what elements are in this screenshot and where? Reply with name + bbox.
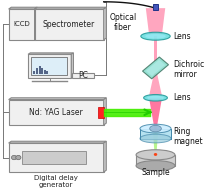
- Bar: [28, 54, 71, 78]
- Ellipse shape: [147, 96, 164, 100]
- Bar: [39, 66, 41, 74]
- Text: Optical
fiber: Optical fiber: [110, 13, 137, 32]
- Bar: [46, 71, 48, 74]
- Text: Ring
magnet: Ring magnet: [173, 127, 202, 146]
- Text: Digital delay
generator: Digital delay generator: [34, 175, 78, 188]
- Ellipse shape: [144, 94, 167, 101]
- Circle shape: [16, 155, 21, 160]
- Polygon shape: [149, 98, 162, 131]
- Text: Lens: Lens: [173, 93, 191, 102]
- Bar: [41, 68, 43, 74]
- Bar: [36, 68, 38, 74]
- Bar: [9, 143, 104, 172]
- Polygon shape: [71, 53, 73, 78]
- Polygon shape: [154, 36, 157, 61]
- Polygon shape: [153, 131, 158, 158]
- Polygon shape: [35, 7, 37, 40]
- Ellipse shape: [141, 32, 170, 40]
- Bar: [9, 100, 104, 125]
- Bar: [72, 73, 94, 77]
- Bar: [31, 57, 67, 75]
- Polygon shape: [28, 53, 73, 54]
- Ellipse shape: [140, 134, 171, 143]
- Ellipse shape: [145, 34, 166, 39]
- Bar: [98, 107, 104, 118]
- Text: ICCD: ICCD: [13, 21, 30, 27]
- Text: Dichroic
mirror: Dichroic mirror: [173, 60, 204, 79]
- Ellipse shape: [150, 125, 161, 132]
- Polygon shape: [104, 98, 106, 125]
- Bar: [22, 151, 86, 164]
- Polygon shape: [104, 7, 106, 40]
- Polygon shape: [9, 98, 106, 100]
- Ellipse shape: [136, 161, 175, 171]
- Text: PC: PC: [78, 71, 88, 80]
- Ellipse shape: [140, 124, 171, 133]
- Text: Spectrometer: Spectrometer: [43, 20, 95, 29]
- Bar: [136, 155, 175, 166]
- Text: Sample: Sample: [141, 168, 170, 177]
- Polygon shape: [149, 73, 162, 96]
- Circle shape: [154, 153, 157, 156]
- Text: Nd: YAG Laser: Nd: YAG Laser: [29, 108, 83, 117]
- Bar: [153, 4, 158, 10]
- Polygon shape: [104, 141, 106, 172]
- Polygon shape: [35, 7, 106, 9]
- Polygon shape: [146, 60, 165, 76]
- Polygon shape: [146, 8, 165, 34]
- Bar: [9, 9, 35, 40]
- Bar: [44, 70, 46, 74]
- Bar: [33, 71, 35, 74]
- Ellipse shape: [136, 150, 175, 160]
- Text: Lens: Lens: [173, 32, 191, 41]
- Circle shape: [11, 155, 17, 160]
- Bar: [140, 129, 171, 139]
- Polygon shape: [143, 57, 168, 79]
- Polygon shape: [9, 141, 106, 143]
- Bar: [35, 9, 104, 40]
- Polygon shape: [9, 7, 37, 9]
